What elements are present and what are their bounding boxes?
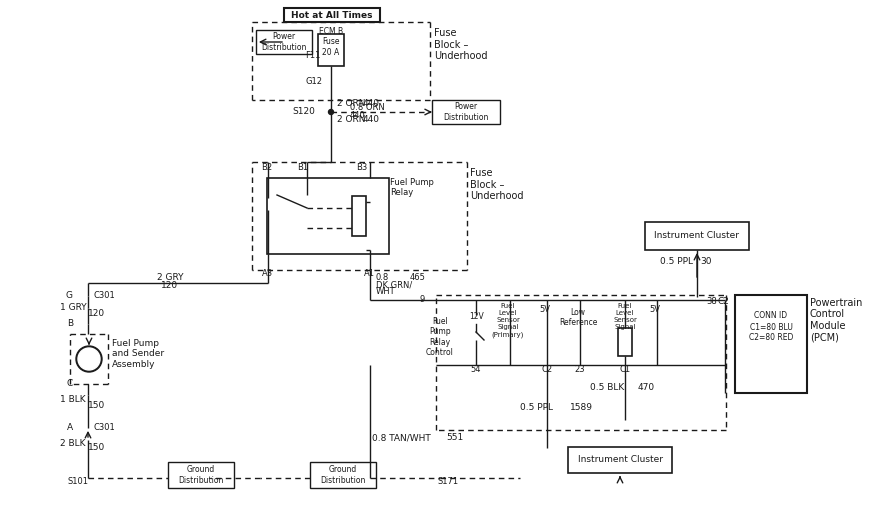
Text: 0.8 ORN: 0.8 ORN [350,103,385,111]
Bar [618,328,632,356]
Text: 0.8 TAN/WHT: 0.8 TAN/WHT [372,433,430,443]
Text: 2 GRY: 2 GRY [157,272,183,282]
Text: Fuel Pump
and Sender
Assembly: Fuel Pump and Sender Assembly [112,339,164,369]
Text: C2: C2 [718,297,730,305]
Text: B2: B2 [261,163,272,171]
Text: Fuel Pump
Relay: Fuel Pump Relay [390,178,434,198]
Text: Fuel
Level
Sensor
Signal
(Primary): Fuel Level Sensor Signal (Primary) [492,303,524,337]
Text: C1=80 BLU: C1=80 BLU [749,322,792,331]
Text: C: C [67,379,73,389]
Bar [735,295,807,393]
Text: C2: C2 [541,365,553,375]
Text: WHT: WHT [376,287,396,297]
Text: Power
Distribution: Power Distribution [443,102,488,122]
Text: Fuel
Level
Sensor
Signal: Fuel Level Sensor Signal [613,303,637,330]
Text: ECM B
Fuse
20 A: ECM B Fuse 20 A [319,27,343,57]
Text: C1: C1 [620,365,630,375]
Text: 38: 38 [706,297,717,305]
Text: G12: G12 [305,77,322,87]
Text: G: G [66,292,73,300]
Text: 1 GRY: 1 GRY [60,303,87,313]
Text: Fuse
Block –
Underhood: Fuse Block – Underhood [434,28,488,61]
Text: 0.5 PPL: 0.5 PPL [520,404,553,412]
Text: Hot at All Times: Hot at All Times [291,10,372,20]
Text: C301: C301 [93,292,114,300]
Text: A3: A3 [262,269,273,279]
Circle shape [78,348,100,370]
Text: Ground
Distribution: Ground Distribution [321,465,366,485]
Text: S171: S171 [438,477,459,487]
Text: 1589: 1589 [570,404,593,412]
Bar [284,8,380,22]
Text: 5V: 5V [539,305,550,314]
Text: 30: 30 [700,257,712,266]
Bar [432,100,500,124]
Bar [568,447,672,473]
Text: C2=80 RED: C2=80 RED [749,332,793,342]
Text: Fuse
Block –
Underhood: Fuse Block – Underhood [470,168,523,201]
Text: 1 BLK: 1 BLK [60,395,86,405]
Text: Power
Distribution: Power Distribution [262,33,306,52]
Text: 2 ORN: 2 ORN [337,99,365,107]
Bar [318,34,344,66]
Text: Ground
Distribution: Ground Distribution [179,465,223,485]
Text: 2 BLK: 2 BLK [60,440,86,448]
Bar [267,178,389,254]
Bar [645,222,749,250]
Text: B3: B3 [356,163,367,171]
Bar [168,462,234,488]
Text: CONN ID: CONN ID [755,312,788,320]
Text: Low
Reference: Low Reference [559,308,597,327]
Text: 465: 465 [410,273,426,282]
Text: 2 ORN: 2 ORN [337,116,365,124]
Text: 440: 440 [363,116,380,124]
Text: 5V: 5V [649,305,661,314]
Text: 9: 9 [420,296,425,304]
Bar [352,196,366,236]
Text: 440: 440 [350,111,366,121]
Text: 23: 23 [575,365,585,375]
Text: B: B [67,319,73,329]
Text: A1: A1 [364,269,375,279]
Text: B1: B1 [297,163,308,171]
Bar [256,30,312,54]
Text: 12V: 12V [470,312,484,321]
Text: Instrument Cluster: Instrument Cluster [655,232,739,240]
Text: 0.5 PPL: 0.5 PPL [660,257,693,266]
Text: DK GRN/: DK GRN/ [376,281,413,289]
Circle shape [76,346,102,372]
Circle shape [329,109,333,115]
Text: 120: 120 [162,281,179,289]
Text: 0.8: 0.8 [376,273,389,282]
Text: 440: 440 [363,99,380,107]
Text: 150: 150 [88,400,105,410]
Text: Instrument Cluster: Instrument Cluster [578,456,663,464]
Text: 551: 551 [446,433,463,443]
Text: 0.5 BLK: 0.5 BLK [590,383,624,393]
Text: 470: 470 [638,383,655,393]
Text: 120: 120 [88,309,105,317]
Text: 54: 54 [471,365,481,375]
Text: F11: F11 [305,51,321,59]
Text: C301: C301 [93,424,114,432]
Text: Powertrain
Control
Module
(PCM): Powertrain Control Module (PCM) [810,298,863,343]
Text: 150: 150 [88,443,105,453]
Bar [310,462,376,488]
Text: M: M [83,352,96,365]
Text: S120: S120 [292,107,315,117]
Text: Fuel
Pump
Relay
Control: Fuel Pump Relay Control [426,317,454,357]
Text: A: A [67,424,73,432]
Text: S101: S101 [68,476,88,486]
